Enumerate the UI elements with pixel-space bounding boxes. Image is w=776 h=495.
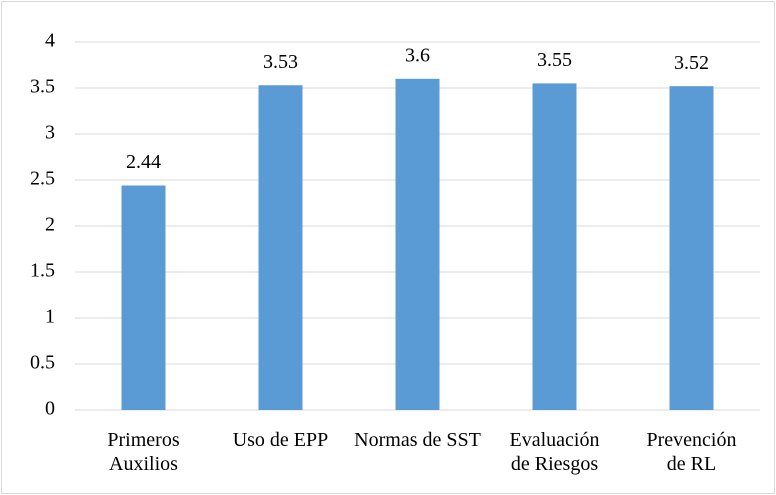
bar [395, 78, 440, 411]
x-tick-label: Evaluación de Riesgos [509, 429, 600, 475]
x-tick-label: Normas de SST [354, 429, 481, 451]
bar [669, 86, 714, 410]
x-tick-label: Primeros Auxilios [107, 429, 180, 475]
y-tick-label: 4 [45, 30, 55, 52]
data-label: 3.6 [405, 44, 430, 66]
x-tick-label: Uso de EPP [232, 429, 329, 451]
y-tick-label: 1 [45, 306, 55, 328]
data-label: 2.44 [126, 151, 161, 173]
bar [532, 83, 577, 411]
x-tick-label: Prevención de RL [646, 429, 737, 475]
data-label: 3.53 [263, 51, 298, 73]
y-tick-label: 0 [45, 398, 55, 420]
y-tick-label: 3 [45, 122, 55, 144]
y-tick-label: 0.5 [30, 352, 55, 374]
y-tick-label: 3.5 [30, 76, 55, 98]
bar [258, 85, 303, 411]
data-label: 3.55 [537, 49, 572, 71]
bar [121, 185, 166, 410]
y-tick-label: 1.5 [30, 260, 55, 282]
y-tick-label: 2.5 [30, 168, 55, 190]
y-tick-label: 2 [45, 214, 55, 236]
data-label: 3.52 [674, 52, 709, 74]
